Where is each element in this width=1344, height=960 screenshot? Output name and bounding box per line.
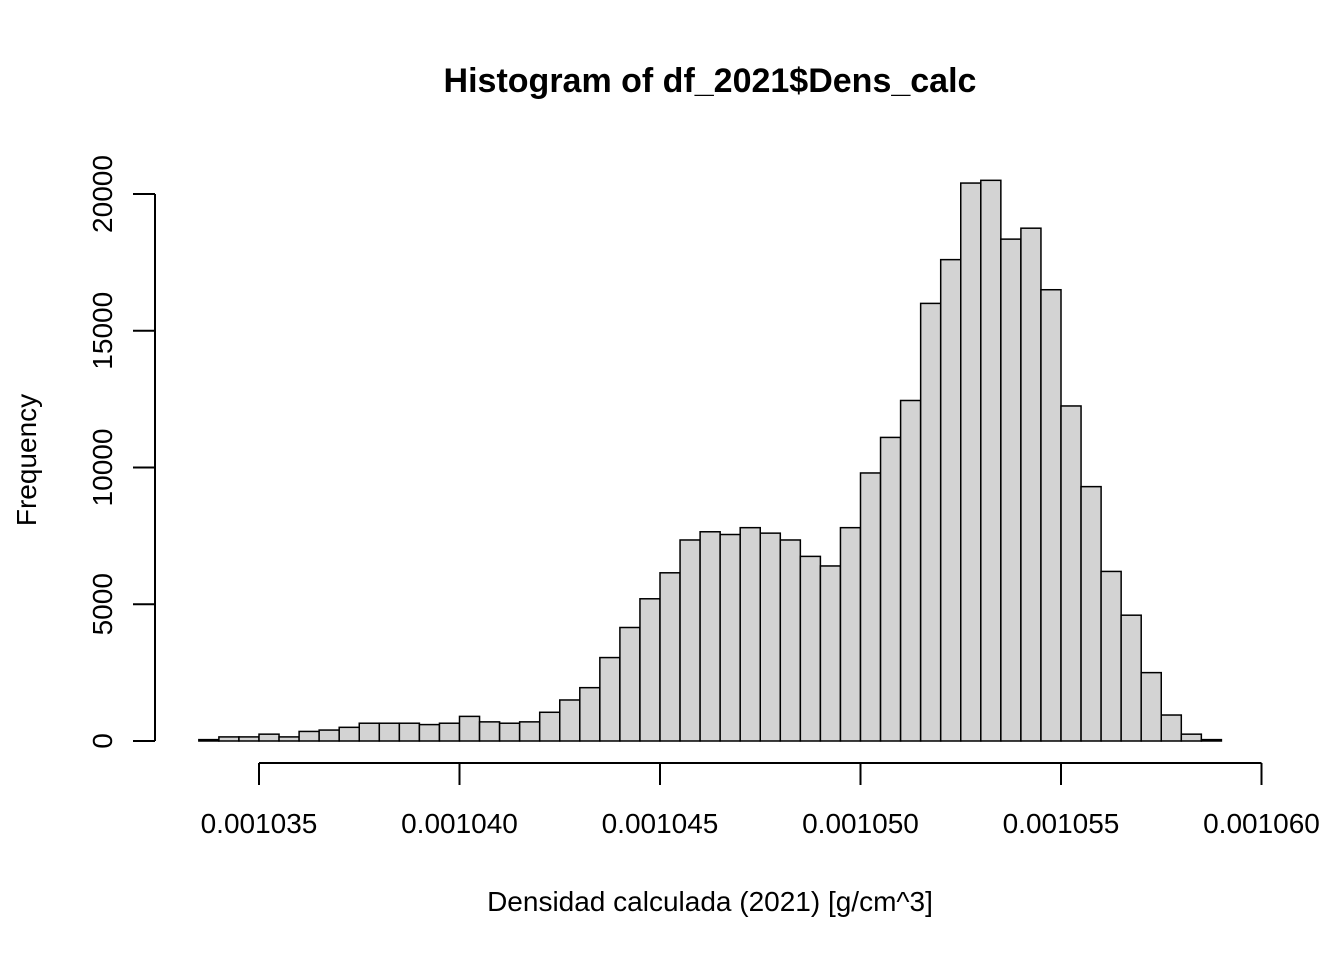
bars-group	[198, 179, 1223, 742]
x-axis: 0.001035 0.001040 0.001045 0.001050 0.001055…	[201, 762, 1320, 839]
histogram-bar	[1020, 227, 1042, 742]
histogram-bar	[939, 258, 962, 742]
histogram-bar	[1080, 485, 1102, 742]
histogram-bar	[879, 436, 902, 742]
y-tick-label: 20000	[87, 155, 118, 233]
y-tick-label: 5000	[87, 573, 118, 635]
histogram-bar	[719, 533, 741, 742]
histogram-bar	[198, 738, 220, 742]
histogram-bar	[799, 555, 822, 742]
histogram-bar	[679, 539, 701, 742]
histogram-bar	[1200, 738, 1223, 742]
histogram-bar	[1040, 288, 1062, 742]
histogram-bar	[358, 722, 381, 742]
histogram-bar	[1140, 671, 1162, 742]
histogram-bar	[659, 572, 681, 742]
histogram-bar	[599, 656, 621, 742]
histogram-bar	[418, 723, 441, 742]
histogram-bar	[960, 182, 982, 742]
y-tick-label: 15000	[87, 292, 118, 370]
histogram-bar	[859, 472, 882, 742]
histogram-bar	[458, 715, 481, 742]
histogram-bar	[1000, 238, 1022, 742]
histogram-bar	[819, 565, 842, 742]
histogram-bar	[318, 729, 340, 742]
histogram-bar	[398, 722, 421, 742]
histogram-bar	[559, 699, 581, 742]
x-tick-label: 0.001045	[602, 808, 719, 839]
y-axis-label: Frequency	[11, 394, 42, 526]
histogram-bar	[338, 726, 361, 742]
histogram-bar	[498, 722, 521, 742]
histogram-bar	[919, 302, 942, 742]
histogram-bar	[218, 736, 240, 742]
x-tick-label: 0.001035	[201, 808, 318, 839]
y-tick-label: 10000	[87, 429, 118, 507]
histogram-bar	[779, 539, 802, 742]
histogram-bar	[298, 730, 320, 742]
x-axis-label: Densidad calculada (2021) [g/cm^3]	[487, 886, 933, 917]
histogram-bar	[1120, 614, 1142, 742]
histogram-bar	[478, 721, 501, 742]
x-tick-label: 0.001060	[1203, 808, 1320, 839]
histogram-bar	[1160, 714, 1183, 742]
x-tick-label: 0.001050	[802, 808, 919, 839]
histogram-bar	[899, 399, 922, 742]
y-tick-label: 0	[87, 733, 118, 749]
histogram-bar	[378, 722, 401, 742]
histogram-bar	[619, 626, 641, 742]
histogram-bar	[699, 531, 721, 742]
chart-title: Histogram of df_2021$Dens_calc	[444, 62, 977, 100]
histogram-bar	[1100, 570, 1122, 742]
histogram-bar	[739, 526, 762, 742]
histogram-bar	[238, 736, 260, 742]
histogram-bar	[278, 736, 300, 742]
histogram-bar	[438, 722, 461, 742]
histogram-bar	[258, 733, 280, 742]
histogram-bar	[759, 532, 782, 742]
histogram-bar	[1180, 733, 1203, 742]
x-tick-label: 0.001055	[1003, 808, 1120, 839]
x-tick-label: 0.001040	[401, 808, 518, 839]
histogram-bar	[639, 598, 661, 742]
histogram-bar	[518, 721, 541, 742]
y-axis: 0 5000 10000 15000 20000	[87, 155, 156, 749]
histogram-bar	[980, 179, 1002, 742]
histogram-bar	[538, 711, 561, 742]
histogram-bar	[1060, 405, 1082, 742]
histogram-bar	[579, 686, 601, 742]
histogram-bar	[839, 526, 862, 742]
